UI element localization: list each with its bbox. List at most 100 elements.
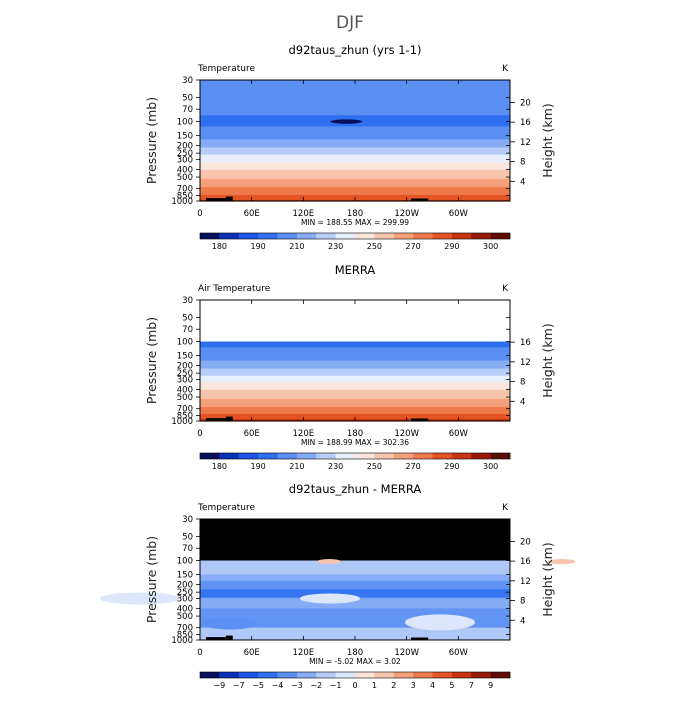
y-tick-label: 200 — [177, 361, 193, 371]
contour-band — [200, 169, 510, 172]
colorbar-swatch — [451, 453, 472, 459]
contour-band — [200, 158, 510, 161]
contour-band — [200, 395, 510, 398]
y-tick-label: 150 — [177, 132, 193, 142]
contour-band — [200, 195, 510, 198]
warm-anomaly — [317, 559, 342, 565]
y-tick-label: 500 — [177, 612, 193, 622]
x-tick-label: 60W — [449, 429, 469, 439]
contour-band — [200, 123, 510, 125]
contour-band — [200, 355, 510, 358]
colorbar-label: −1 — [330, 681, 342, 690]
contour-band — [200, 404, 510, 407]
x-tick-label: 180 — [347, 648, 363, 658]
contour-band — [200, 99, 510, 101]
colorbar-label: 0 — [352, 681, 357, 690]
contour-band — [200, 101, 510, 103]
contour-band — [200, 159, 510, 162]
colorbar-swatch — [490, 453, 511, 459]
colorbar-swatch — [316, 233, 336, 239]
contour-band — [200, 353, 510, 356]
height-tick-label: 20 — [520, 98, 531, 108]
contour-band — [200, 192, 510, 195]
height-tick-label: 16 — [520, 118, 531, 128]
contour-band — [200, 415, 510, 418]
contour-band — [200, 379, 510, 382]
missing-data-mask — [200, 519, 510, 561]
contour-band — [200, 560, 510, 575]
colorbar-swatch — [316, 672, 336, 678]
colorbar-label: 270 — [405, 462, 420, 471]
contour-band — [200, 370, 510, 373]
contour-band — [200, 100, 510, 102]
y-tick-label: 850 — [177, 191, 193, 201]
height-tick-label: 12 — [520, 577, 531, 587]
contour-band — [200, 84, 510, 86]
contour-band — [200, 403, 510, 406]
contour-band — [200, 132, 510, 135]
contour-band — [200, 131, 510, 134]
contour-band — [200, 410, 510, 413]
contour-band — [200, 127, 510, 129]
variable-label: Air Temperature — [198, 284, 271, 294]
y-tick-label: 300 — [177, 375, 193, 385]
contour-band — [200, 409, 510, 412]
colorbar-label: 180 — [212, 462, 227, 471]
topography-mask — [206, 198, 226, 201]
x-tick-label: 60E — [244, 648, 260, 658]
contour-band — [200, 95, 510, 97]
y-tick-label: 70 — [182, 544, 193, 554]
contour-band — [200, 344, 510, 346]
topography-mask — [206, 637, 226, 640]
contour-band — [200, 376, 510, 379]
colorbar-swatch — [200, 233, 220, 239]
height-tick-label: 16 — [520, 557, 531, 567]
panel-title: d92taus_zhun - MERRA — [289, 482, 422, 496]
contour-band — [200, 405, 510, 408]
height-tick-label: 12 — [520, 138, 531, 148]
contour-band — [200, 182, 510, 185]
contour-band — [200, 383, 510, 386]
contour-band — [200, 412, 510, 415]
colorbar-label: −5 — [252, 681, 264, 690]
contour-band — [200, 86, 510, 88]
contour-band — [200, 150, 510, 153]
contour-band — [200, 348, 510, 351]
contour-band — [200, 142, 510, 145]
contour-band — [200, 164, 510, 167]
contour-band — [200, 391, 510, 394]
colorbar-swatch — [413, 453, 433, 459]
contour-band — [200, 163, 510, 166]
contour-band — [200, 144, 510, 147]
y-tick-label: 700 — [177, 624, 193, 634]
x-tick-label: 0 — [197, 209, 202, 219]
contour-band — [200, 139, 510, 142]
colorbar-label: 190 — [250, 242, 265, 251]
contour-band — [200, 134, 510, 137]
contour-band — [200, 154, 510, 157]
contour-band — [200, 151, 510, 154]
contour-band — [200, 362, 510, 365]
contour-band — [200, 168, 510, 171]
contour-band — [200, 372, 510, 375]
x-tick-label: 120W — [394, 648, 419, 658]
colorbar-swatch — [296, 453, 317, 459]
contour-band — [200, 357, 510, 360]
contour-band — [200, 165, 510, 168]
colorbar-label: −4 — [272, 681, 284, 690]
y-tick-label: 100 — [177, 338, 193, 348]
colorbar-swatch — [393, 233, 414, 239]
y2-axis-title: Height (km) — [540, 103, 555, 177]
x-tick-label: 180 — [347, 209, 363, 219]
topography-mask — [225, 635, 233, 640]
contour-blob — [202, 617, 258, 630]
contour-band — [200, 373, 510, 376]
contour-band — [200, 110, 510, 112]
min-max-stats: MIN = 188.55 MAX = 299.99 — [301, 218, 409, 227]
colorbar-label: 290 — [444, 462, 459, 471]
units-label: K — [502, 284, 509, 294]
contour-band — [200, 176, 510, 179]
colorbar-label: 210 — [289, 242, 304, 251]
topography-mask — [410, 198, 429, 201]
contour-band — [200, 112, 510, 114]
